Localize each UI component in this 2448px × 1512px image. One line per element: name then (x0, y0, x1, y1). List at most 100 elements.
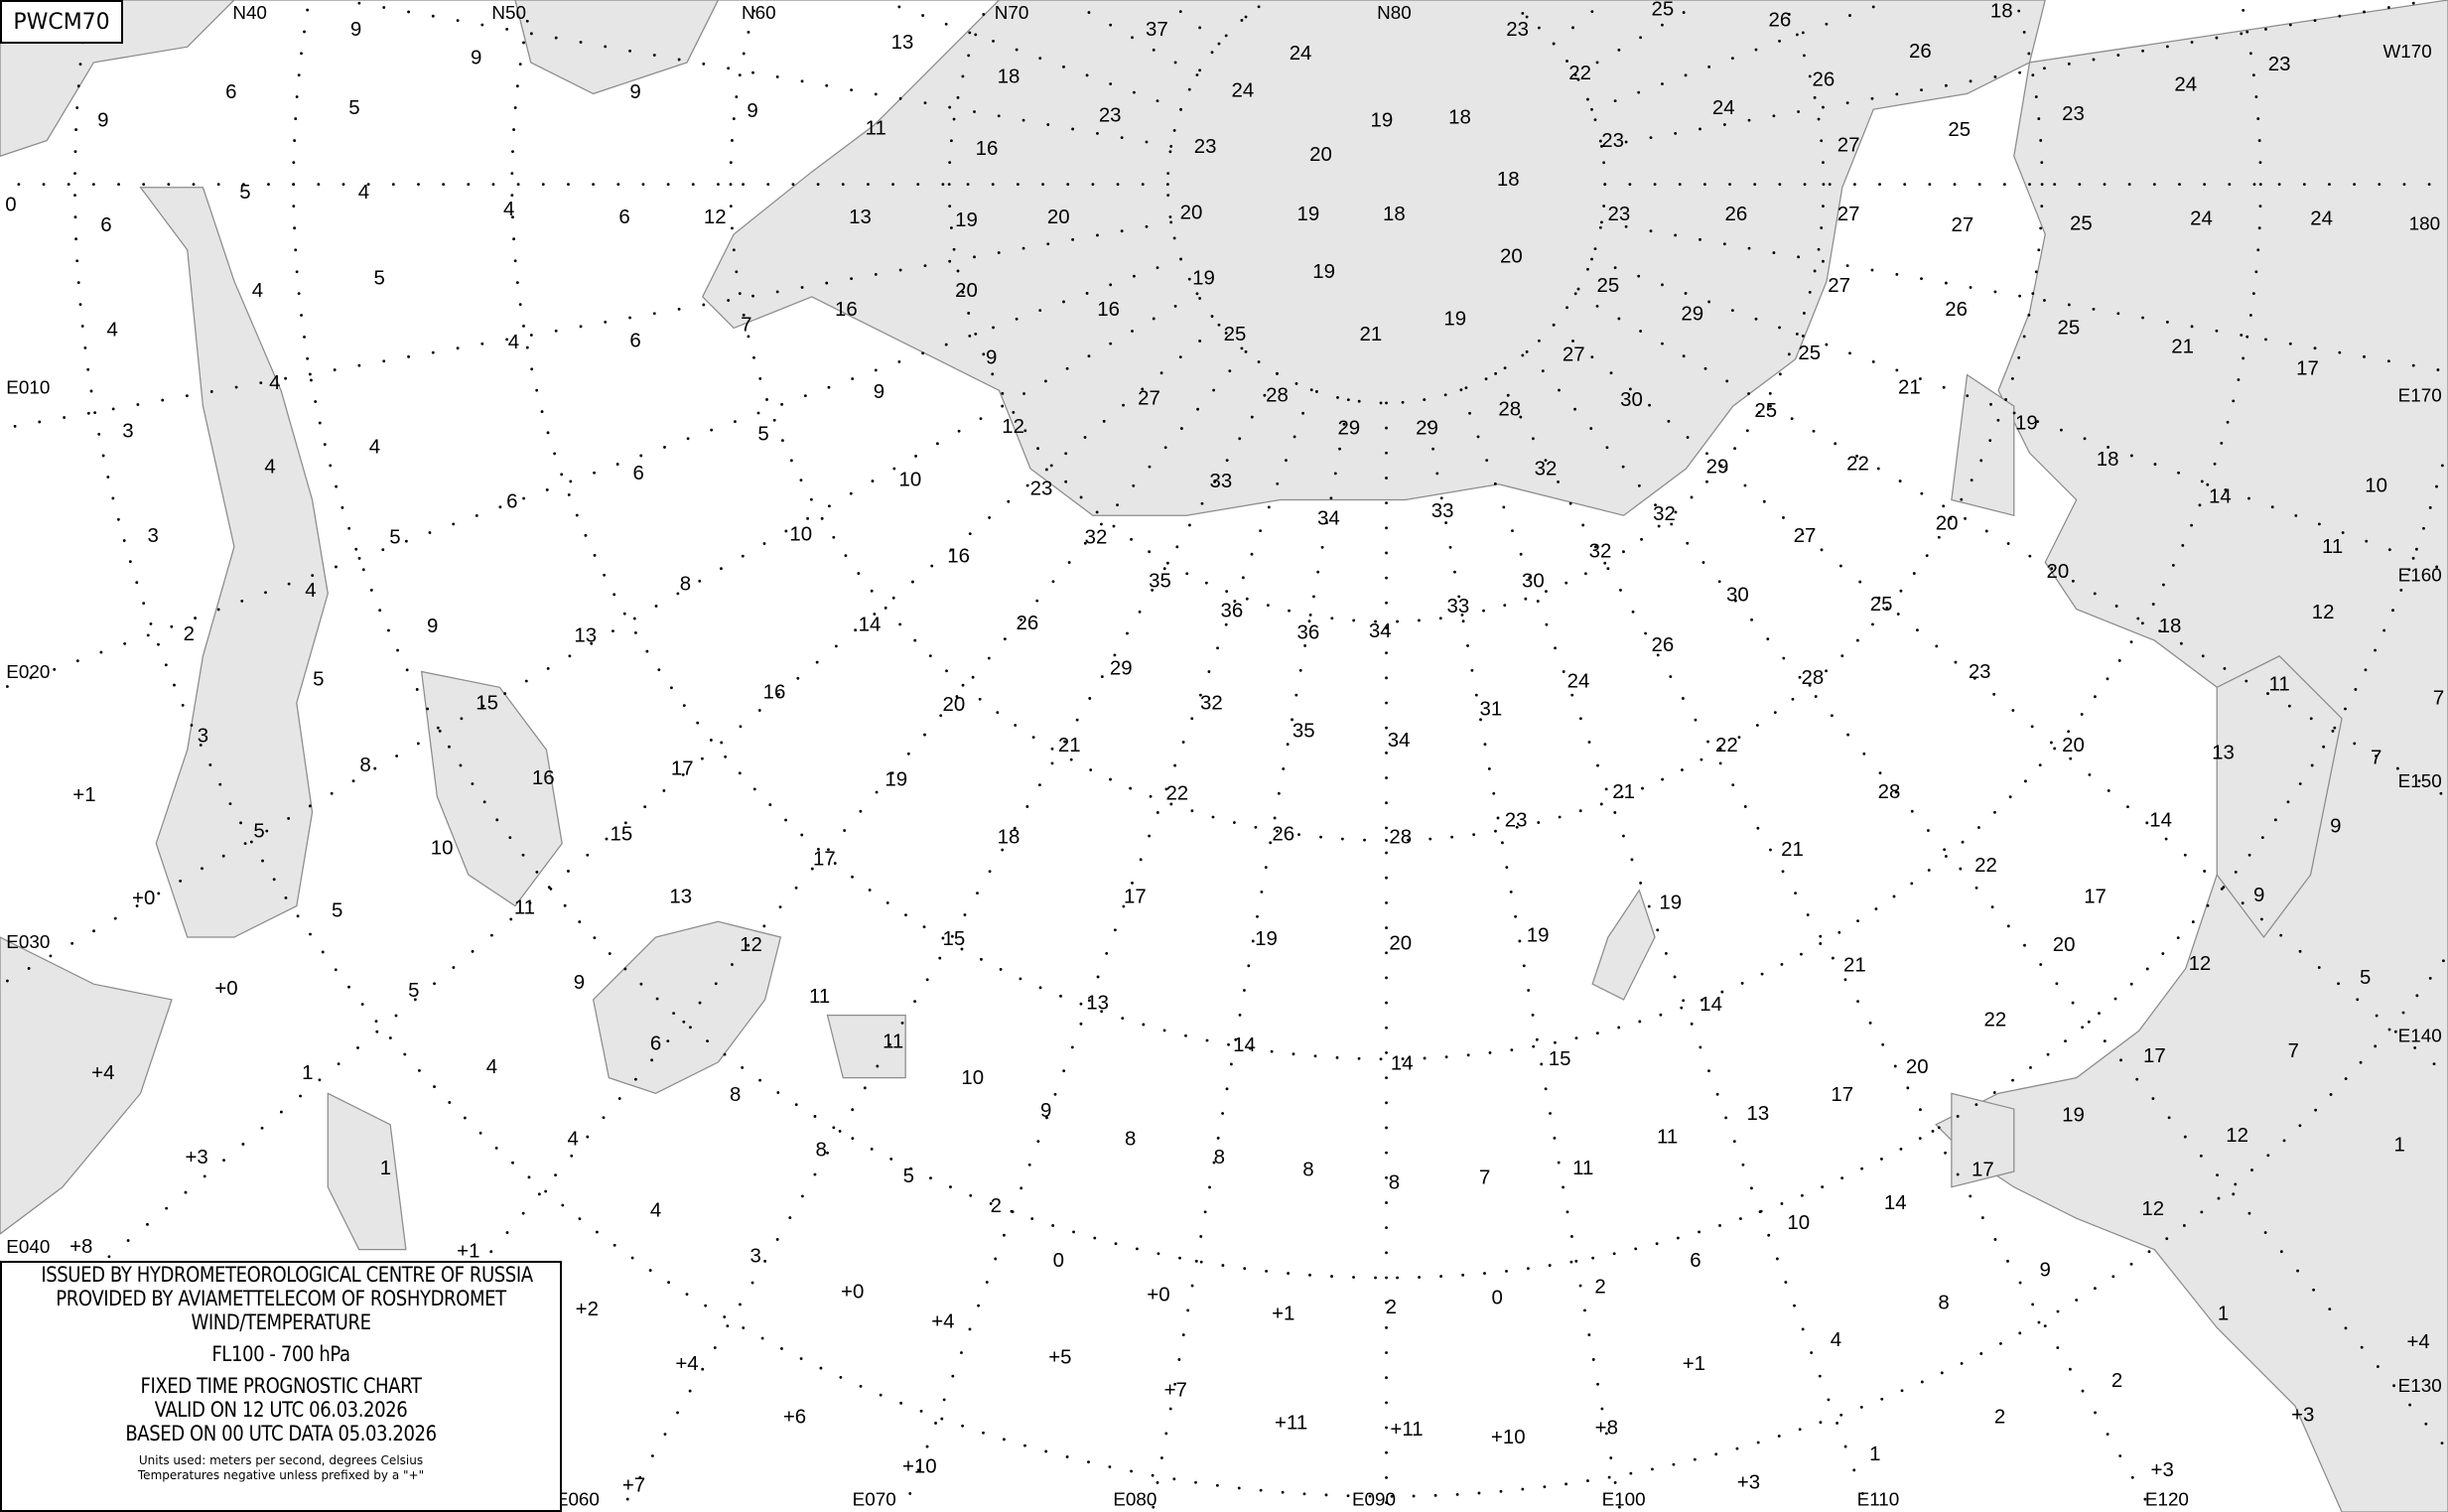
grid-dot (1025, 805, 1029, 808)
grid-dot (2440, 464, 2444, 468)
grid-dot (1302, 1492, 1306, 1496)
temperature-label: 27 (1794, 524, 1817, 547)
grid-dot (1051, 580, 1055, 584)
grid-dot (1159, 371, 1163, 375)
grid-dot (1943, 848, 1947, 852)
grid-dot (1694, 718, 1698, 722)
grid-dot (1791, 697, 1795, 701)
grid-dot (1243, 989, 1246, 992)
grid-dot (1234, 1037, 1238, 1041)
grid-dot (1185, 572, 1189, 576)
grid-dot (1944, 281, 1948, 285)
grid-dot (554, 329, 558, 333)
grid-dot (2240, 32, 2244, 36)
grid-dot (2309, 717, 2313, 721)
grid-label: 180 (2409, 212, 2440, 233)
grid-dot (632, 617, 636, 620)
grid-dot (92, 929, 95, 933)
temperature-label: 8 (680, 573, 691, 596)
temperature-label: 23 (1608, 203, 1631, 225)
grid-dot (2081, 1026, 2085, 1030)
grid-dot (1527, 989, 1531, 992)
grid-dot (1590, 10, 1594, 14)
grid-dot (221, 854, 225, 858)
temperature-label: +7 (1164, 1379, 1187, 1402)
grid-dot (1035, 599, 1039, 603)
grid-dot (1756, 1441, 1760, 1444)
grid-dot (294, 117, 298, 120)
grid-dot (113, 916, 117, 920)
grid-dot (1385, 576, 1388, 580)
temperature-label: 9 (1040, 1099, 1051, 1122)
grid-dot (1483, 743, 1487, 747)
grid-dot (859, 809, 863, 813)
grid-dot (1487, 766, 1491, 770)
grid-dot (1453, 570, 1456, 574)
temperature-label: 6 (629, 329, 640, 351)
grid-dot (1828, 183, 1832, 187)
grid-dot (1600, 145, 1603, 148)
grid-dot (961, 290, 965, 294)
meridian (1552, 10, 1594, 46)
grid-dot (778, 905, 782, 909)
grid-dot (405, 668, 409, 672)
grid-dot (1459, 388, 1463, 392)
grid-dot (433, 982, 436, 986)
grid-dot (431, 350, 435, 354)
grid-dot (1801, 1327, 1805, 1331)
grid-dot (1509, 890, 1513, 893)
grid-dot (128, 560, 132, 564)
grid-dot (2241, 901, 2244, 905)
grid-dot (135, 904, 139, 907)
grid-dot (1525, 15, 1529, 19)
grid-dot (2037, 117, 2041, 120)
grid-dot (1586, 1479, 1589, 1482)
grid-dot (906, 752, 910, 756)
grid-dot (1565, 60, 1568, 63)
grid-dot (1038, 57, 1042, 61)
temperature-label: 4 (650, 1199, 661, 1222)
grid-dot (686, 437, 690, 441)
grid-dot (2011, 709, 2015, 712)
temperature-label: +4 (931, 1309, 954, 1332)
temperature-label: 0 (1492, 1287, 1503, 1309)
grid-dot (1163, 446, 1167, 450)
temperature-label: 20 (955, 279, 978, 302)
grid-dot (1488, 1051, 1492, 1054)
grid-dot (1993, 290, 1997, 294)
grid-dot (948, 259, 952, 263)
grid-dot (1980, 1216, 1984, 1219)
grid-dot (1880, 1397, 1884, 1401)
grid-dot (161, 398, 165, 402)
temperature-label: 1 (1869, 1443, 1880, 1465)
grid-dot (2234, 870, 2238, 874)
grid-dot (738, 73, 742, 77)
grid-dot (1822, 105, 1825, 109)
grid-dot (1641, 786, 1644, 790)
grid-dot (999, 968, 1003, 971)
grid-dot (734, 420, 737, 424)
grid-dot (1910, 809, 1914, 813)
grid-dot (388, 1036, 392, 1039)
grid-dot (870, 589, 874, 593)
grid-dot (1062, 65, 1065, 69)
grid-dot (1728, 183, 1731, 187)
grid-dot (1569, 1235, 1573, 1238)
grid-dot (1045, 1116, 1048, 1120)
grid-dot (1803, 312, 1806, 315)
grid-dot (2165, 45, 2169, 49)
grid-dot (879, 1393, 883, 1397)
grid-dot (1778, 39, 1781, 43)
grid-dot (111, 496, 115, 500)
grid-dot (1705, 452, 1708, 456)
grid-dot (941, 183, 945, 187)
grid-dot (521, 853, 525, 857)
temperature-label: 24 (1290, 42, 1312, 65)
meridian (1600, 1, 2415, 148)
grid-dot (1225, 459, 1229, 463)
grid-dot (985, 1281, 989, 1284)
grid-label: E020 (6, 661, 50, 682)
grid-dot (1190, 809, 1194, 813)
temperature-label: 1 (380, 1157, 391, 1179)
grid-dot (1570, 693, 1574, 697)
